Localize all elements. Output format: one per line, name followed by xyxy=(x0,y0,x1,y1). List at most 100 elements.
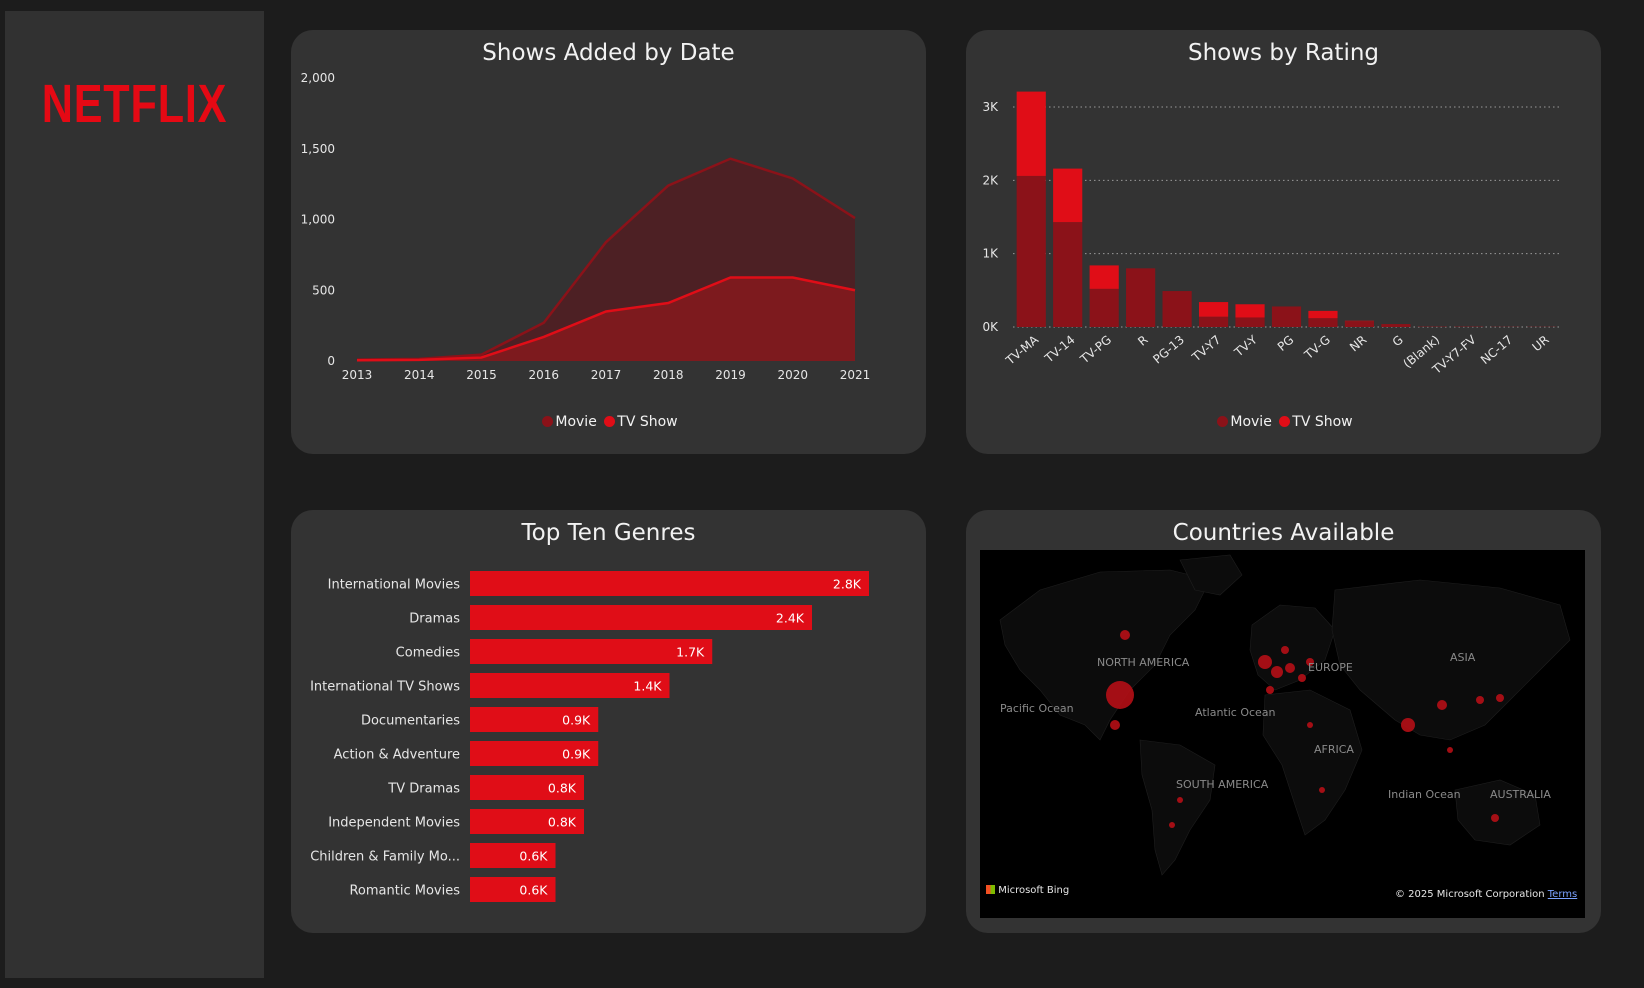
country-bubble xyxy=(1319,787,1325,793)
genre-label: Comedies xyxy=(396,646,461,661)
map-label-europe: EUROPE xyxy=(1308,661,1353,674)
map-label-africa: AFRICA xyxy=(1314,743,1354,756)
sidebar: NETFLIX xyxy=(5,11,264,978)
genre-data-label: 0.8K xyxy=(548,781,577,796)
genre-bar xyxy=(470,877,556,902)
country-bubble xyxy=(1281,646,1289,654)
x-tick-label: 2013 xyxy=(342,368,373,382)
genre-label: Documentaries xyxy=(361,714,460,729)
x-tick-label: PG-13 xyxy=(1150,333,1187,367)
shows-added-by-date-chart: 0 500 1,000 1,500 2,000 2013 2014 2015 2016 2017 2… xyxy=(301,71,871,382)
map-copyright-text: © 2025 Microsoft Corporation xyxy=(1395,889,1545,900)
country-bubble xyxy=(1169,822,1175,828)
country-bubble xyxy=(1258,655,1272,669)
shows-added-by-date-panel: Shows Added by Date 0 500 1,000 1,500 2,000 2… xyxy=(291,30,926,454)
country-bubble xyxy=(1447,747,1453,753)
legend-tv-show-label: TV Show xyxy=(1292,414,1353,430)
shows-by-rating-chart: 0K 1K 2K 3K TV-MA TV-14 TV-PG R PG-13 TV-Y7 TV-Y PG… xyxy=(982,91,1560,377)
x-tick-label: PG xyxy=(1275,333,1297,354)
map-terms-link[interactable]: Terms xyxy=(1547,889,1578,900)
country-bubble xyxy=(1120,630,1130,640)
legend-tv-show-swatch xyxy=(1279,416,1291,427)
top-ten-genres-chart: International Movies 2.8K Dramas 2.4K Comedi… xyxy=(310,571,869,902)
world-map[interactable]: NORTH AMERICA EUROPE ASIA Pacific Ocean … xyxy=(980,550,1585,918)
country-bubble xyxy=(1106,681,1134,709)
genre-bar xyxy=(470,571,869,596)
genre-bar xyxy=(470,605,812,630)
bar-tv-show xyxy=(1235,304,1265,318)
genre-data-label: 1.7K xyxy=(676,645,705,660)
x-tick-label: TV-G xyxy=(1301,333,1333,363)
genre-data-label: 2.4K xyxy=(776,611,805,626)
genre-data-label: 0.6K xyxy=(519,883,548,898)
bar-movie xyxy=(1198,316,1229,327)
line-tv-show xyxy=(356,276,856,362)
country-bubble xyxy=(1491,814,1499,822)
top-ten-genres-panel: Top Ten Genres International Movies 2.8K D… xyxy=(291,510,926,933)
microsoft-logo-icon xyxy=(986,885,995,894)
bar-movie xyxy=(1162,291,1192,327)
y-tick-label: 3K xyxy=(982,100,999,114)
genre-data-label: 1.4K xyxy=(633,679,662,694)
netflix-logo: NETFLIX xyxy=(41,74,228,134)
bar-movie xyxy=(1344,321,1375,327)
genre-label: Children & Family Mo... xyxy=(310,850,460,865)
genre-label: Romantic Movies xyxy=(349,884,460,899)
bar-movie xyxy=(1089,288,1119,327)
shows-by-rating-panel: Shows by Rating 0K 1K 2K 3K TV-MA TV-14 TV-PG R… xyxy=(966,30,1601,454)
legend-movie-swatch xyxy=(1217,416,1229,427)
x-tick-label: R xyxy=(1135,333,1150,349)
bar-tv-show xyxy=(1308,310,1338,319)
x-tick-label: TV-Y7 xyxy=(1189,333,1224,365)
australia-landmass xyxy=(1454,779,1541,846)
genre-bar xyxy=(470,673,670,698)
rating-chart-legend: Movie TV Show xyxy=(966,414,1601,430)
x-tick-label: 2020 xyxy=(777,368,808,382)
bar-movie xyxy=(1126,268,1156,327)
genre-label: Action & Adventure xyxy=(334,748,460,763)
bar-tv-show xyxy=(1016,91,1046,176)
x-tick-label: 2017 xyxy=(591,368,622,382)
country-bubble xyxy=(1307,722,1313,728)
bing-attribution: Microsoft Bing xyxy=(986,885,1069,896)
shows-by-rating-title: Shows by Rating xyxy=(1187,40,1380,66)
genre-data-label: 0.6K xyxy=(519,849,548,864)
y-tick-label: 0 xyxy=(327,354,335,368)
bar-tv-show xyxy=(1053,168,1083,223)
country-bubble xyxy=(1285,663,1295,673)
x-tick-label: TV-PG xyxy=(1077,333,1114,367)
y-tick-label: 1,500 xyxy=(301,142,335,156)
country-bubble xyxy=(1110,720,1120,730)
bing-attribution-text: Microsoft Bing xyxy=(998,885,1070,896)
country-bubble xyxy=(1266,686,1274,694)
x-tick-label: TV-14 xyxy=(1041,333,1077,367)
bar-movie xyxy=(1308,318,1338,327)
genre-bar xyxy=(470,843,556,868)
legend-movie-swatch xyxy=(542,416,554,427)
europe-landmass xyxy=(1249,604,1336,691)
legend-movie-label: Movie xyxy=(1230,414,1272,430)
map-copyright: © 2025 Microsoft Corporation Terms xyxy=(1395,889,1577,900)
shows-added-by-date-title: Shows Added by Date xyxy=(482,40,735,66)
bar-movie xyxy=(1016,175,1046,327)
greenland-landmass xyxy=(1179,554,1243,596)
country-bubble xyxy=(1476,696,1484,704)
legend-movie-label: Movie xyxy=(555,414,597,430)
country-bubble xyxy=(1437,700,1447,710)
country-bubble xyxy=(1306,658,1314,666)
legend-tv-show-label: TV Show xyxy=(617,414,678,430)
x-tick-label: 2015 xyxy=(466,368,497,382)
map-label-north-america: NORTH AMERICA xyxy=(1097,656,1190,669)
countries-available-panel: Countries Available xyxy=(966,510,1601,933)
x-tick-label: 2021 xyxy=(840,368,871,382)
genre-data-label: 0.9K xyxy=(562,713,591,728)
x-tick-label: TV-Y xyxy=(1231,332,1260,360)
country-bubble xyxy=(1298,674,1306,682)
y-tick-label: 1,000 xyxy=(301,213,335,227)
country-bubble xyxy=(1401,718,1415,732)
asia-landmass xyxy=(1331,579,1571,741)
country-bubble xyxy=(1177,797,1183,803)
map-label-south-america: SOUTH AMERICA xyxy=(1176,778,1269,791)
area-chart-legend: Movie TV Show xyxy=(291,414,926,430)
y-tick-label: 500 xyxy=(312,283,335,297)
